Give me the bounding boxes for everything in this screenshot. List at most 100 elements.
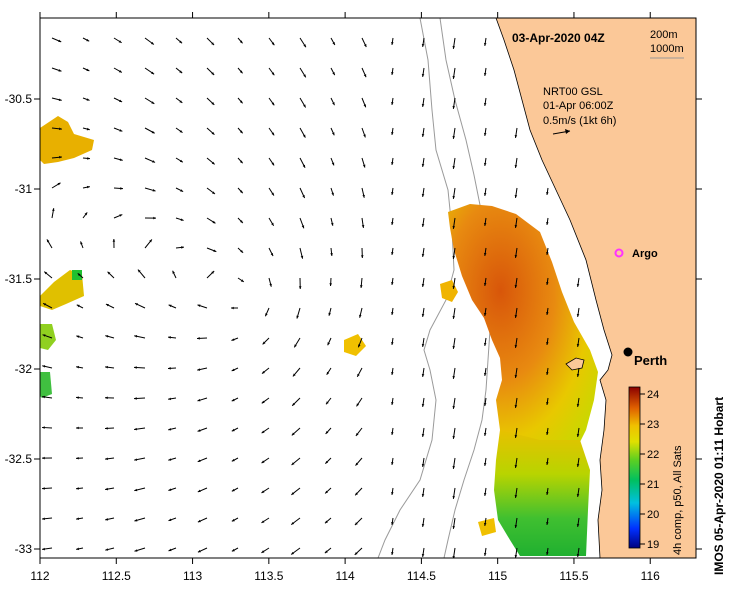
- current-arrow: [104, 427, 115, 430]
- land-western-australia: [495, 18, 696, 558]
- current-arrow: [133, 397, 146, 400]
- current-arrow: [299, 157, 306, 168]
- current-arrow: [452, 37, 456, 49]
- current-arrow: [144, 97, 155, 105]
- x-tick-label: 114.5: [407, 569, 436, 583]
- current-arrow: [299, 97, 307, 108]
- current-arrow: [452, 187, 456, 199]
- current-arrow: [231, 427, 239, 432]
- current-arrow: [268, 187, 275, 196]
- colorbar-ticks: 24 23 22 21 20 19: [640, 389, 659, 551]
- current-arrow: [483, 247, 487, 256]
- current-arrow: [291, 427, 301, 436]
- current-arrow: [360, 277, 363, 289]
- current-arrow: [113, 214, 123, 219]
- current-arrow: [391, 487, 394, 495]
- current-arrow: [514, 397, 518, 408]
- current-arrow: [452, 127, 456, 139]
- current-arrow: [330, 157, 335, 166]
- current-arrow: [261, 397, 270, 404]
- current-arrow: [576, 547, 580, 557]
- current-arrow: [113, 37, 122, 44]
- current-arrow: [144, 187, 156, 192]
- sst-patch-west-3: [72, 270, 82, 280]
- current-arrow: [82, 67, 90, 72]
- current-arrow: [546, 247, 549, 255]
- current-arrow: [175, 37, 183, 44]
- current-arrow: [452, 337, 456, 349]
- current-arrow: [483, 97, 487, 106]
- x-tick-label: 113: [183, 569, 202, 583]
- current-arrow: [105, 547, 115, 551]
- perth-label: Perth: [634, 353, 667, 368]
- current-arrow: [483, 517, 487, 526]
- current-arrow: [361, 67, 367, 78]
- current-arrow: [546, 487, 549, 495]
- current-arrow: [421, 427, 425, 437]
- current-arrow: [391, 307, 394, 315]
- current-arrow: [175, 217, 184, 221]
- current-arrow: [421, 157, 425, 167]
- current-arrow: [113, 97, 123, 103]
- x-tick-label: 115: [488, 569, 507, 583]
- sst-patch-offshore-2: [344, 334, 366, 356]
- current-arrow: [452, 217, 456, 229]
- current-arrow: [391, 127, 394, 135]
- x-tick-label: 112.5: [102, 569, 131, 583]
- current-arrow: [355, 457, 363, 466]
- current-arrow: [206, 247, 217, 253]
- y-tick-label: -31: [15, 182, 33, 196]
- current-arrow: [514, 367, 518, 378]
- sst-patch-coastal: [448, 204, 598, 452]
- current-arrow: [391, 457, 394, 465]
- current-arrow: [391, 157, 394, 165]
- current-arrow: [546, 517, 549, 525]
- current-arrow: [134, 302, 146, 309]
- current-arrow: [42, 517, 53, 521]
- current-arrow: [42, 334, 53, 339]
- current-arrow: [452, 427, 456, 439]
- current-arrow: [172, 270, 177, 279]
- current-arrow: [361, 157, 366, 168]
- current-arrow: [293, 337, 301, 348]
- current-arrow: [76, 547, 84, 551]
- current-arrow: [391, 37, 394, 45]
- current-arrow: [105, 457, 115, 461]
- current-arrow: [327, 337, 332, 346]
- y-tick-label: -33: [15, 542, 33, 556]
- current-arrow: [51, 208, 55, 219]
- current-arrow: [576, 307, 580, 317]
- current-arrow: [175, 187, 184, 193]
- current-arrow: [546, 307, 549, 315]
- current-arrow: [354, 547, 363, 556]
- current-arrow: [206, 217, 216, 224]
- current-arrow: [167, 336, 177, 339]
- x-tick-label: 116: [641, 569, 660, 583]
- current-arrow: [514, 487, 518, 498]
- current-arrow: [483, 277, 487, 286]
- current-arrow: [144, 37, 155, 45]
- current-arrow: [546, 277, 549, 285]
- current-arrow: [421, 67, 425, 77]
- y-tick-label: -30.5: [5, 92, 33, 106]
- current-arrow: [268, 97, 275, 106]
- current-arrow: [105, 303, 115, 309]
- current-arrow: [261, 517, 270, 524]
- current-arrow: [391, 67, 394, 75]
- current-arrow: [144, 157, 156, 163]
- current-arrow: [452, 247, 456, 259]
- current-arrow: [483, 457, 487, 466]
- current-arrow: [113, 67, 123, 73]
- current-arrow: [107, 271, 115, 279]
- current-arrow: [546, 337, 549, 345]
- current-arrow: [237, 37, 243, 44]
- current-arrow: [46, 239, 53, 249]
- current-arrow: [262, 337, 270, 345]
- current-scale-arrow: [552, 129, 571, 135]
- current-arrow: [43, 271, 53, 279]
- current-arrow: [483, 217, 487, 226]
- current-arrow: [324, 517, 332, 524]
- current-arrow: [168, 427, 177, 431]
- current-arrow: [299, 217, 305, 229]
- current-arrow: [546, 217, 549, 225]
